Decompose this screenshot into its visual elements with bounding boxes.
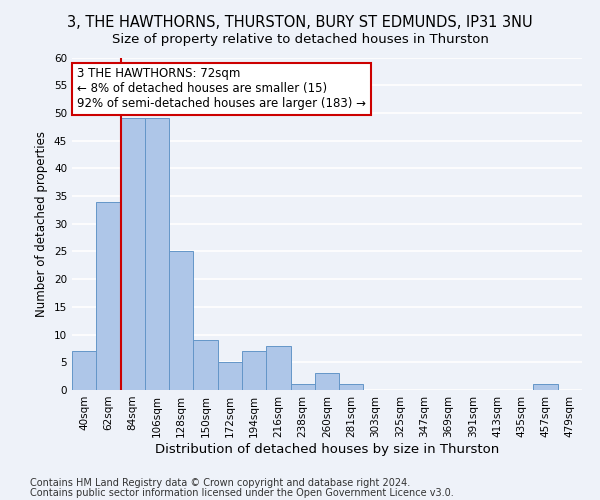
- Bar: [315, 374, 339, 390]
- Bar: [96, 202, 121, 390]
- Bar: [193, 340, 218, 390]
- Bar: [533, 384, 558, 390]
- Bar: [339, 384, 364, 390]
- Bar: [242, 351, 266, 390]
- Bar: [145, 118, 169, 390]
- X-axis label: Distribution of detached houses by size in Thurston: Distribution of detached houses by size …: [155, 442, 499, 456]
- Text: 3 THE HAWTHORNS: 72sqm
← 8% of detached houses are smaller (15)
92% of semi-deta: 3 THE HAWTHORNS: 72sqm ← 8% of detached …: [77, 68, 366, 110]
- Bar: [72, 351, 96, 390]
- Bar: [218, 362, 242, 390]
- Bar: [266, 346, 290, 390]
- Bar: [121, 118, 145, 390]
- Bar: [290, 384, 315, 390]
- Text: Contains public sector information licensed under the Open Government Licence v3: Contains public sector information licen…: [30, 488, 454, 498]
- Text: Size of property relative to detached houses in Thurston: Size of property relative to detached ho…: [112, 32, 488, 46]
- Bar: [169, 252, 193, 390]
- Y-axis label: Number of detached properties: Number of detached properties: [35, 130, 49, 317]
- Text: 3, THE HAWTHORNS, THURSTON, BURY ST EDMUNDS, IP31 3NU: 3, THE HAWTHORNS, THURSTON, BURY ST EDMU…: [67, 15, 533, 30]
- Text: Contains HM Land Registry data © Crown copyright and database right 2024.: Contains HM Land Registry data © Crown c…: [30, 478, 410, 488]
